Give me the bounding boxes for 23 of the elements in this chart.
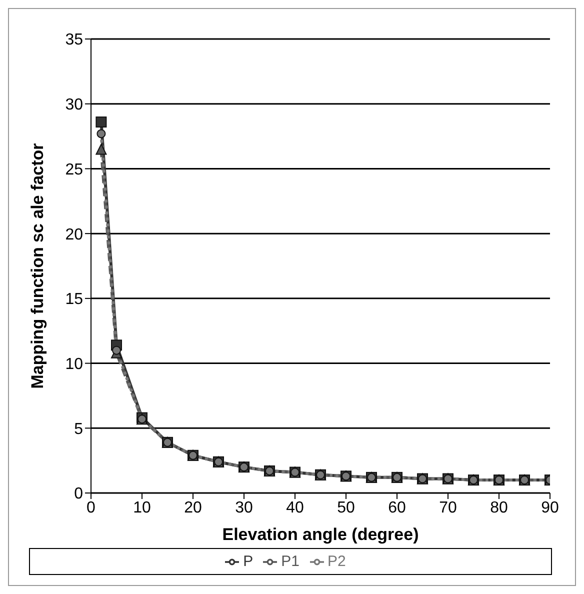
- legend-label: P1: [281, 553, 300, 570]
- y-tick-label: 5: [74, 420, 84, 438]
- y-tick-label: 15: [65, 291, 84, 308]
- x-tick-label: 0: [86, 499, 96, 516]
- y-tick-label: 0: [74, 486, 84, 503]
- x-axis-title: Elevation angle (degree): [222, 525, 419, 544]
- y-tick-label: 20: [65, 226, 84, 244]
- x-tick-label: 50: [337, 499, 355, 516]
- legend-label: P: [243, 553, 254, 570]
- y-tick-label: 35: [65, 32, 84, 49]
- x-tick-label: 80: [490, 499, 508, 516]
- y-tick-label: 10: [65, 356, 84, 373]
- legend-label: P2: [328, 553, 346, 570]
- x-tick-label: 60: [388, 499, 406, 516]
- x-tick-label: 20: [184, 499, 202, 516]
- y-tick-label: 30: [65, 96, 84, 114]
- x-tick-label: 40: [286, 499, 304, 516]
- x-tick-label: 90: [541, 499, 559, 516]
- x-tick-label: 70: [439, 499, 457, 516]
- x-tick-label: 30: [235, 499, 253, 516]
- x-tick-label: 10: [133, 499, 151, 516]
- y-tick-label: 25: [65, 161, 84, 178]
- y-axis-title: Mapping function sc ale factor: [28, 142, 48, 389]
